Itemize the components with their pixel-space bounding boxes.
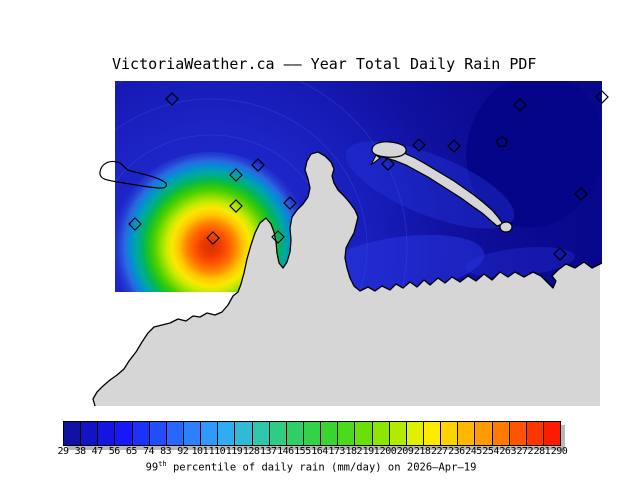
station-marker-diamond (206, 231, 220, 245)
colorbar-tick-label: 146 (277, 446, 294, 457)
colorbar-tick-label: 281 (533, 446, 551, 457)
colorbar-tick-label: 29 (57, 446, 69, 457)
colorbar-tick-label: 164 (311, 446, 328, 457)
colorbar-cell (526, 422, 544, 445)
colorbar-cell (543, 422, 561, 445)
colorbar-cell (406, 422, 424, 445)
colorbar-tick-label: 182 (345, 446, 363, 457)
pdf-contour-ring (115, 81, 408, 292)
colorbar-tick-label: 236 (448, 446, 465, 457)
station-marker-diamond (381, 157, 395, 171)
station-marker-diamond (165, 92, 179, 106)
colorbar-tick-label: 119 (225, 446, 243, 457)
race-rocks-outline (99, 160, 168, 189)
colorbar-tick-label: 290 (550, 446, 568, 457)
colorbar-cell (286, 422, 304, 445)
station-marker-diamond (283, 196, 297, 210)
coastal-bright-band (315, 234, 485, 292)
colorbar-cell (303, 422, 322, 445)
colorbar-cell (321, 422, 339, 445)
station-marker-diamond (447, 139, 461, 153)
colorbar-cell (218, 422, 236, 445)
colorbar-tick-label: 218 (413, 446, 431, 457)
colorbar-tick-label: 47 (91, 446, 104, 457)
colorbar-cell (81, 422, 99, 445)
colorbar-tick-label: 155 (294, 446, 311, 457)
colorbar (63, 421, 561, 446)
colorbar-cell (355, 422, 373, 445)
colorbar-tick-label: 245 (465, 446, 482, 457)
colorbar-cell (389, 422, 407, 445)
colorbar-tick-label: 110 (208, 446, 226, 457)
colorbar-tick-label: 38 (74, 446, 87, 457)
colorbar-cell (458, 422, 476, 445)
land-mass (93, 152, 602, 406)
colorbar-cell (235, 422, 253, 445)
island-strip-end (499, 221, 513, 233)
colorbar-cell (441, 422, 459, 445)
station-marker-diamond (251, 158, 265, 172)
colorbar-tick-label: 128 (242, 446, 260, 457)
station-marker-diamond (513, 98, 527, 112)
caption-prefix: 99 (145, 461, 159, 474)
colorbar-caption: 99th percentile of daily rain (mm/day) o… (63, 460, 559, 474)
low-probability-band (466, 81, 602, 228)
colorbar-cell (338, 422, 356, 445)
channel-bright-band (345, 141, 515, 229)
tadpole-island-tail (370, 154, 381, 166)
station-marker-diamond (229, 168, 243, 182)
colorbar-tick-label: 56 (108, 446, 121, 457)
station-marker-pentagon (496, 135, 508, 147)
colorbar-cell (269, 422, 287, 445)
colorbar-cell (115, 422, 133, 445)
colorbar-tick-label: 74 (142, 446, 155, 457)
colorbar-cell (423, 422, 442, 445)
colorbar-tick-label: 227 (430, 446, 448, 457)
station-marker-diamond (595, 90, 609, 104)
station-marker-diamond (412, 138, 426, 152)
colorbar-tick-label: 263 (499, 446, 516, 457)
tadpole-island (371, 141, 407, 158)
caption-text: percentile of daily rain (mm/day) on 202… (166, 461, 477, 474)
station-marker-diamond (553, 247, 567, 261)
colorbar-cell (149, 422, 167, 445)
colorbar-cell (492, 422, 510, 445)
station-marker-diamond (229, 199, 243, 213)
colorbar-tick-label: 137 (259, 446, 277, 457)
pdf-contour-ring (115, 98, 368, 292)
coastline (92, 151, 603, 407)
caption-superscript: th (158, 460, 167, 468)
rain-hotspot (115, 152, 311, 292)
colorbar-cell (201, 422, 219, 445)
colorbar-tick-label: 101 (191, 446, 209, 457)
colorbar-cell (64, 422, 82, 445)
station-marker-diamond (128, 217, 142, 231)
colorbar-tick-label: 92 (177, 446, 189, 457)
colorbar-cell (252, 422, 270, 445)
colorbar-tick-label: 83 (160, 446, 172, 457)
colorbar-cell (166, 422, 184, 445)
colorbar-cell (132, 422, 150, 445)
colorbar-tick-label: 272 (516, 446, 534, 457)
station-marker-diamond (574, 187, 588, 201)
colorbar-tick-label: 200 (379, 446, 397, 457)
colorbar-cell (372, 422, 390, 445)
colorbar-tick-label: 65 (125, 446, 138, 457)
colorbar-tick-label: 254 (482, 446, 499, 457)
colorbar-cell (509, 422, 527, 445)
station-marker-diamond (271, 230, 285, 244)
colorbar-tick-label: 173 (328, 446, 345, 457)
coastal-bright-band-2 (465, 246, 575, 278)
colorbar-tick-label: 209 (396, 446, 414, 457)
colorbar-cell (475, 422, 493, 445)
colorbar-cell (98, 422, 116, 445)
page-title: VictoriaWeather.ca —— Year Total Daily R… (112, 55, 537, 73)
station-markers (128, 90, 609, 261)
colorbar-tick-label: 191 (362, 446, 380, 457)
colorbar-cell (183, 422, 202, 445)
